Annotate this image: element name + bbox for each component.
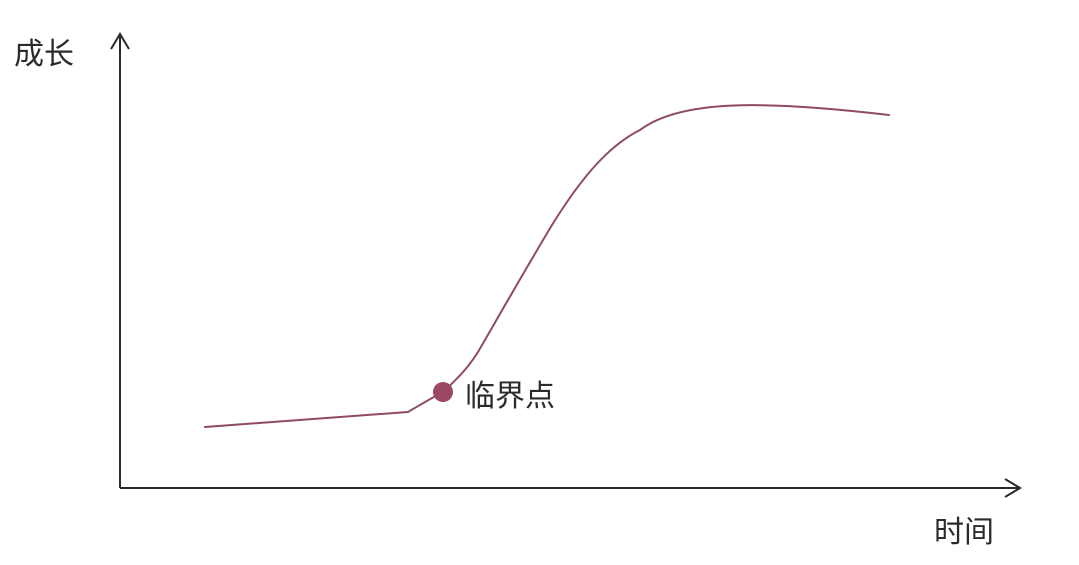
y-axis-label: 成长 [14,37,74,72]
x-axis-label: 时间 [934,515,994,550]
y-axis-arrow-icon [110,32,130,50]
critical-point-label: 临界点 [465,379,555,414]
critical-point-marker [433,382,453,402]
x-axis-arrow-icon [1004,478,1022,498]
